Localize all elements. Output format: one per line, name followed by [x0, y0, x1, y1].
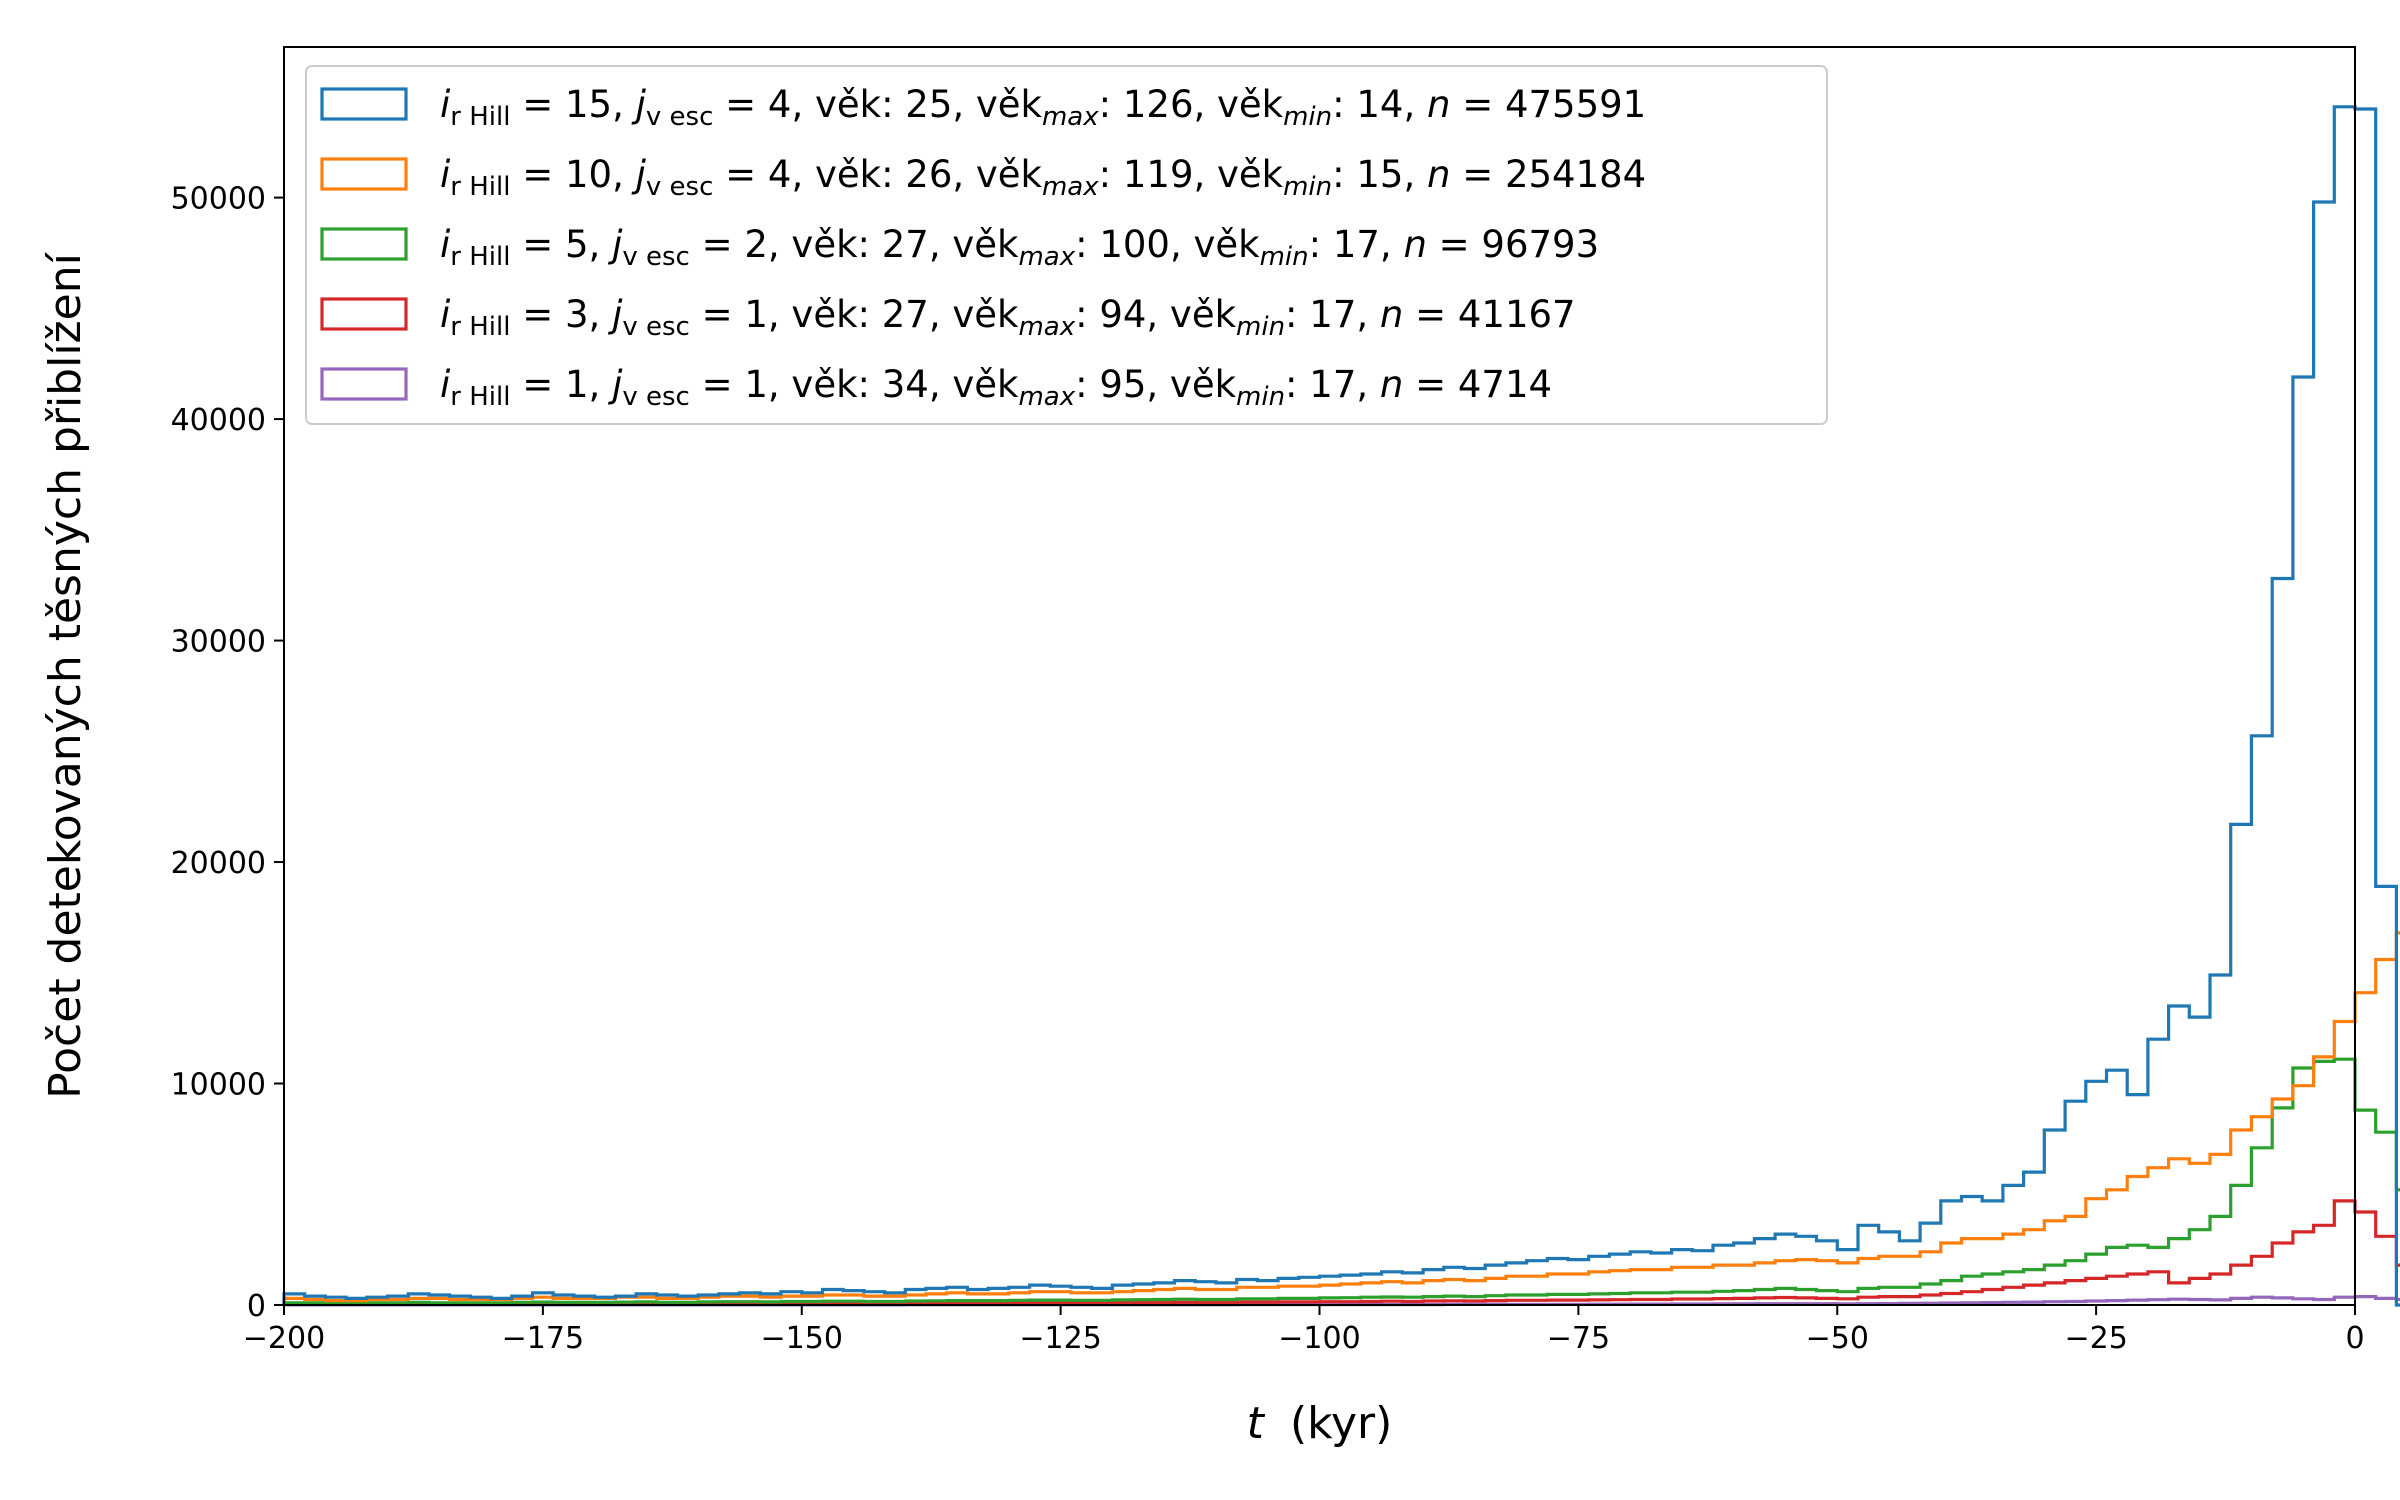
y-tick-label: 50000	[171, 182, 266, 217]
y-axis-label: Počet detekovaných těsných přiblížení	[40, 251, 91, 1098]
legend-box	[305, 65, 1828, 425]
legend-entry: ir Hill = 5, jv esc = 2, věk: 27, věkmax…	[440, 223, 1599, 272]
y-tick-label: 20000	[171, 846, 266, 881]
x-tick-label: −200	[243, 1321, 325, 1356]
legend-entry: ir Hill = 15, jv esc = 4, věk: 25, věkma…	[440, 83, 1646, 132]
legend-swatch	[320, 367, 408, 401]
x-tick-label: −50	[1806, 1321, 1869, 1356]
y-tick-label: 10000	[171, 1068, 266, 1103]
legend-swatch	[320, 297, 408, 331]
x-axis-label-unit: (kyr)	[1290, 1398, 1392, 1449]
legend-swatch	[320, 227, 408, 261]
x-axis-label-variable: t	[1247, 1398, 1266, 1449]
x-tick-label: −150	[761, 1321, 843, 1356]
series-2-step-line	[282, 931, 2400, 1305]
x-axis-label: t (kyr)	[1247, 1398, 1393, 1449]
series-1-step-line	[282, 105, 2400, 1307]
legend-entry: ir Hill = 1, jv esc = 1, věk: 34, věkmax…	[440, 363, 1552, 412]
x-tick-label: −25	[2064, 1321, 2127, 1356]
x-tick-label: −75	[1547, 1321, 1610, 1356]
legend-entry: ir Hill = 10, jv esc = 4, věk: 26, věkma…	[440, 153, 1646, 202]
y-axis-ticks: 0 10000 20000 30000 40000 50000	[171, 182, 284, 1324]
legend: ir Hill = 15, jv esc = 4, věk: 25, věkma…	[305, 65, 1828, 425]
x-axis-ticks: −200 −175 −150 −125 −100 −75 −50 −25 0	[243, 1305, 2365, 1356]
x-tick-label: −100	[1278, 1321, 1360, 1356]
legend-entry: ir Hill = 3, jv esc = 1, věk: 27, věkmax…	[440, 293, 1576, 342]
y-tick-label: 30000	[171, 625, 266, 660]
x-tick-label: −125	[1019, 1321, 1101, 1356]
x-tick-label: 0	[2345, 1321, 2364, 1356]
legend-swatch	[320, 87, 408, 121]
series-3-step-line	[282, 1057, 2400, 1305]
x-tick-label: −175	[502, 1321, 584, 1356]
y-tick-label: 40000	[171, 403, 266, 438]
y-tick-label: 0	[247, 1289, 266, 1324]
series-4-step-line	[282, 1199, 2400, 1306]
legend-swatch	[320, 157, 408, 191]
